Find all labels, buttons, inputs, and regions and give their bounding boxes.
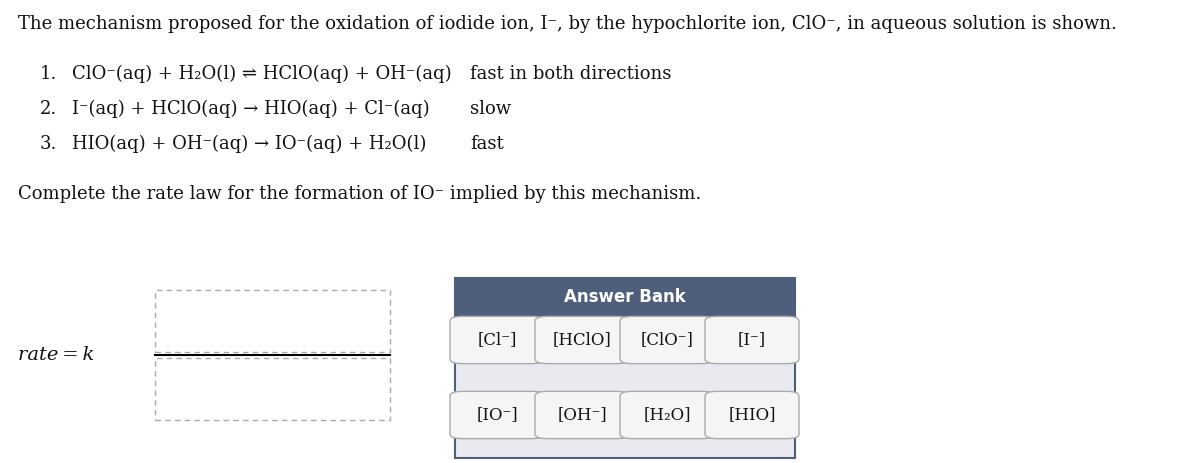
Text: fast in both directions: fast in both directions bbox=[470, 65, 671, 83]
Text: [ClO⁻]: [ClO⁻] bbox=[641, 332, 694, 349]
Text: slow: slow bbox=[470, 100, 511, 118]
Text: Complete the rate law for the formation of IO⁻ implied by this mechanism.: Complete the rate law for the formation … bbox=[18, 185, 701, 203]
Text: HIO(aq) + OH⁻(aq) → IO⁻(aq) + H₂O(l): HIO(aq) + OH⁻(aq) → IO⁻(aq) + H₂O(l) bbox=[72, 135, 426, 153]
Text: Answer Bank: Answer Bank bbox=[564, 288, 686, 306]
Text: [OH⁻]: [OH⁻] bbox=[557, 407, 607, 424]
Text: 3.: 3. bbox=[40, 135, 58, 153]
Text: 1.: 1. bbox=[40, 65, 58, 83]
Text: The mechanism proposed for the oxidation of iodide ion, I⁻, by the hypochlorite : The mechanism proposed for the oxidation… bbox=[18, 15, 1117, 33]
Text: ClO⁻(aq) + H₂O(l) ⇌ HClO(aq) + OH⁻(aq): ClO⁻(aq) + H₂O(l) ⇌ HClO(aq) + OH⁻(aq) bbox=[72, 65, 451, 83]
Text: rate = k: rate = k bbox=[18, 346, 95, 364]
Text: [I⁻]: [I⁻] bbox=[738, 332, 766, 349]
Bar bbox=[455, 278, 796, 316]
Text: [HIO]: [HIO] bbox=[728, 407, 775, 424]
FancyBboxPatch shape bbox=[535, 316, 629, 363]
Bar bbox=[155, 290, 390, 352]
Text: I⁻(aq) + HClO(aq) → HIO(aq) + Cl⁻(aq): I⁻(aq) + HClO(aq) → HIO(aq) + Cl⁻(aq) bbox=[72, 100, 430, 118]
Text: [H₂O]: [H₂O] bbox=[643, 407, 691, 424]
Bar bbox=[455, 316, 796, 458]
FancyBboxPatch shape bbox=[450, 316, 544, 363]
FancyBboxPatch shape bbox=[535, 391, 629, 438]
FancyBboxPatch shape bbox=[620, 391, 714, 438]
FancyBboxPatch shape bbox=[450, 391, 544, 438]
FancyBboxPatch shape bbox=[706, 391, 799, 438]
FancyBboxPatch shape bbox=[706, 316, 799, 363]
Text: fast: fast bbox=[470, 135, 504, 153]
Text: 2.: 2. bbox=[40, 100, 58, 118]
Text: [Cl⁻]: [Cl⁻] bbox=[478, 332, 517, 349]
Bar bbox=[155, 358, 390, 420]
Text: [IO⁻]: [IO⁻] bbox=[476, 407, 518, 424]
Text: [HClO]: [HClO] bbox=[553, 332, 611, 349]
FancyBboxPatch shape bbox=[620, 316, 714, 363]
